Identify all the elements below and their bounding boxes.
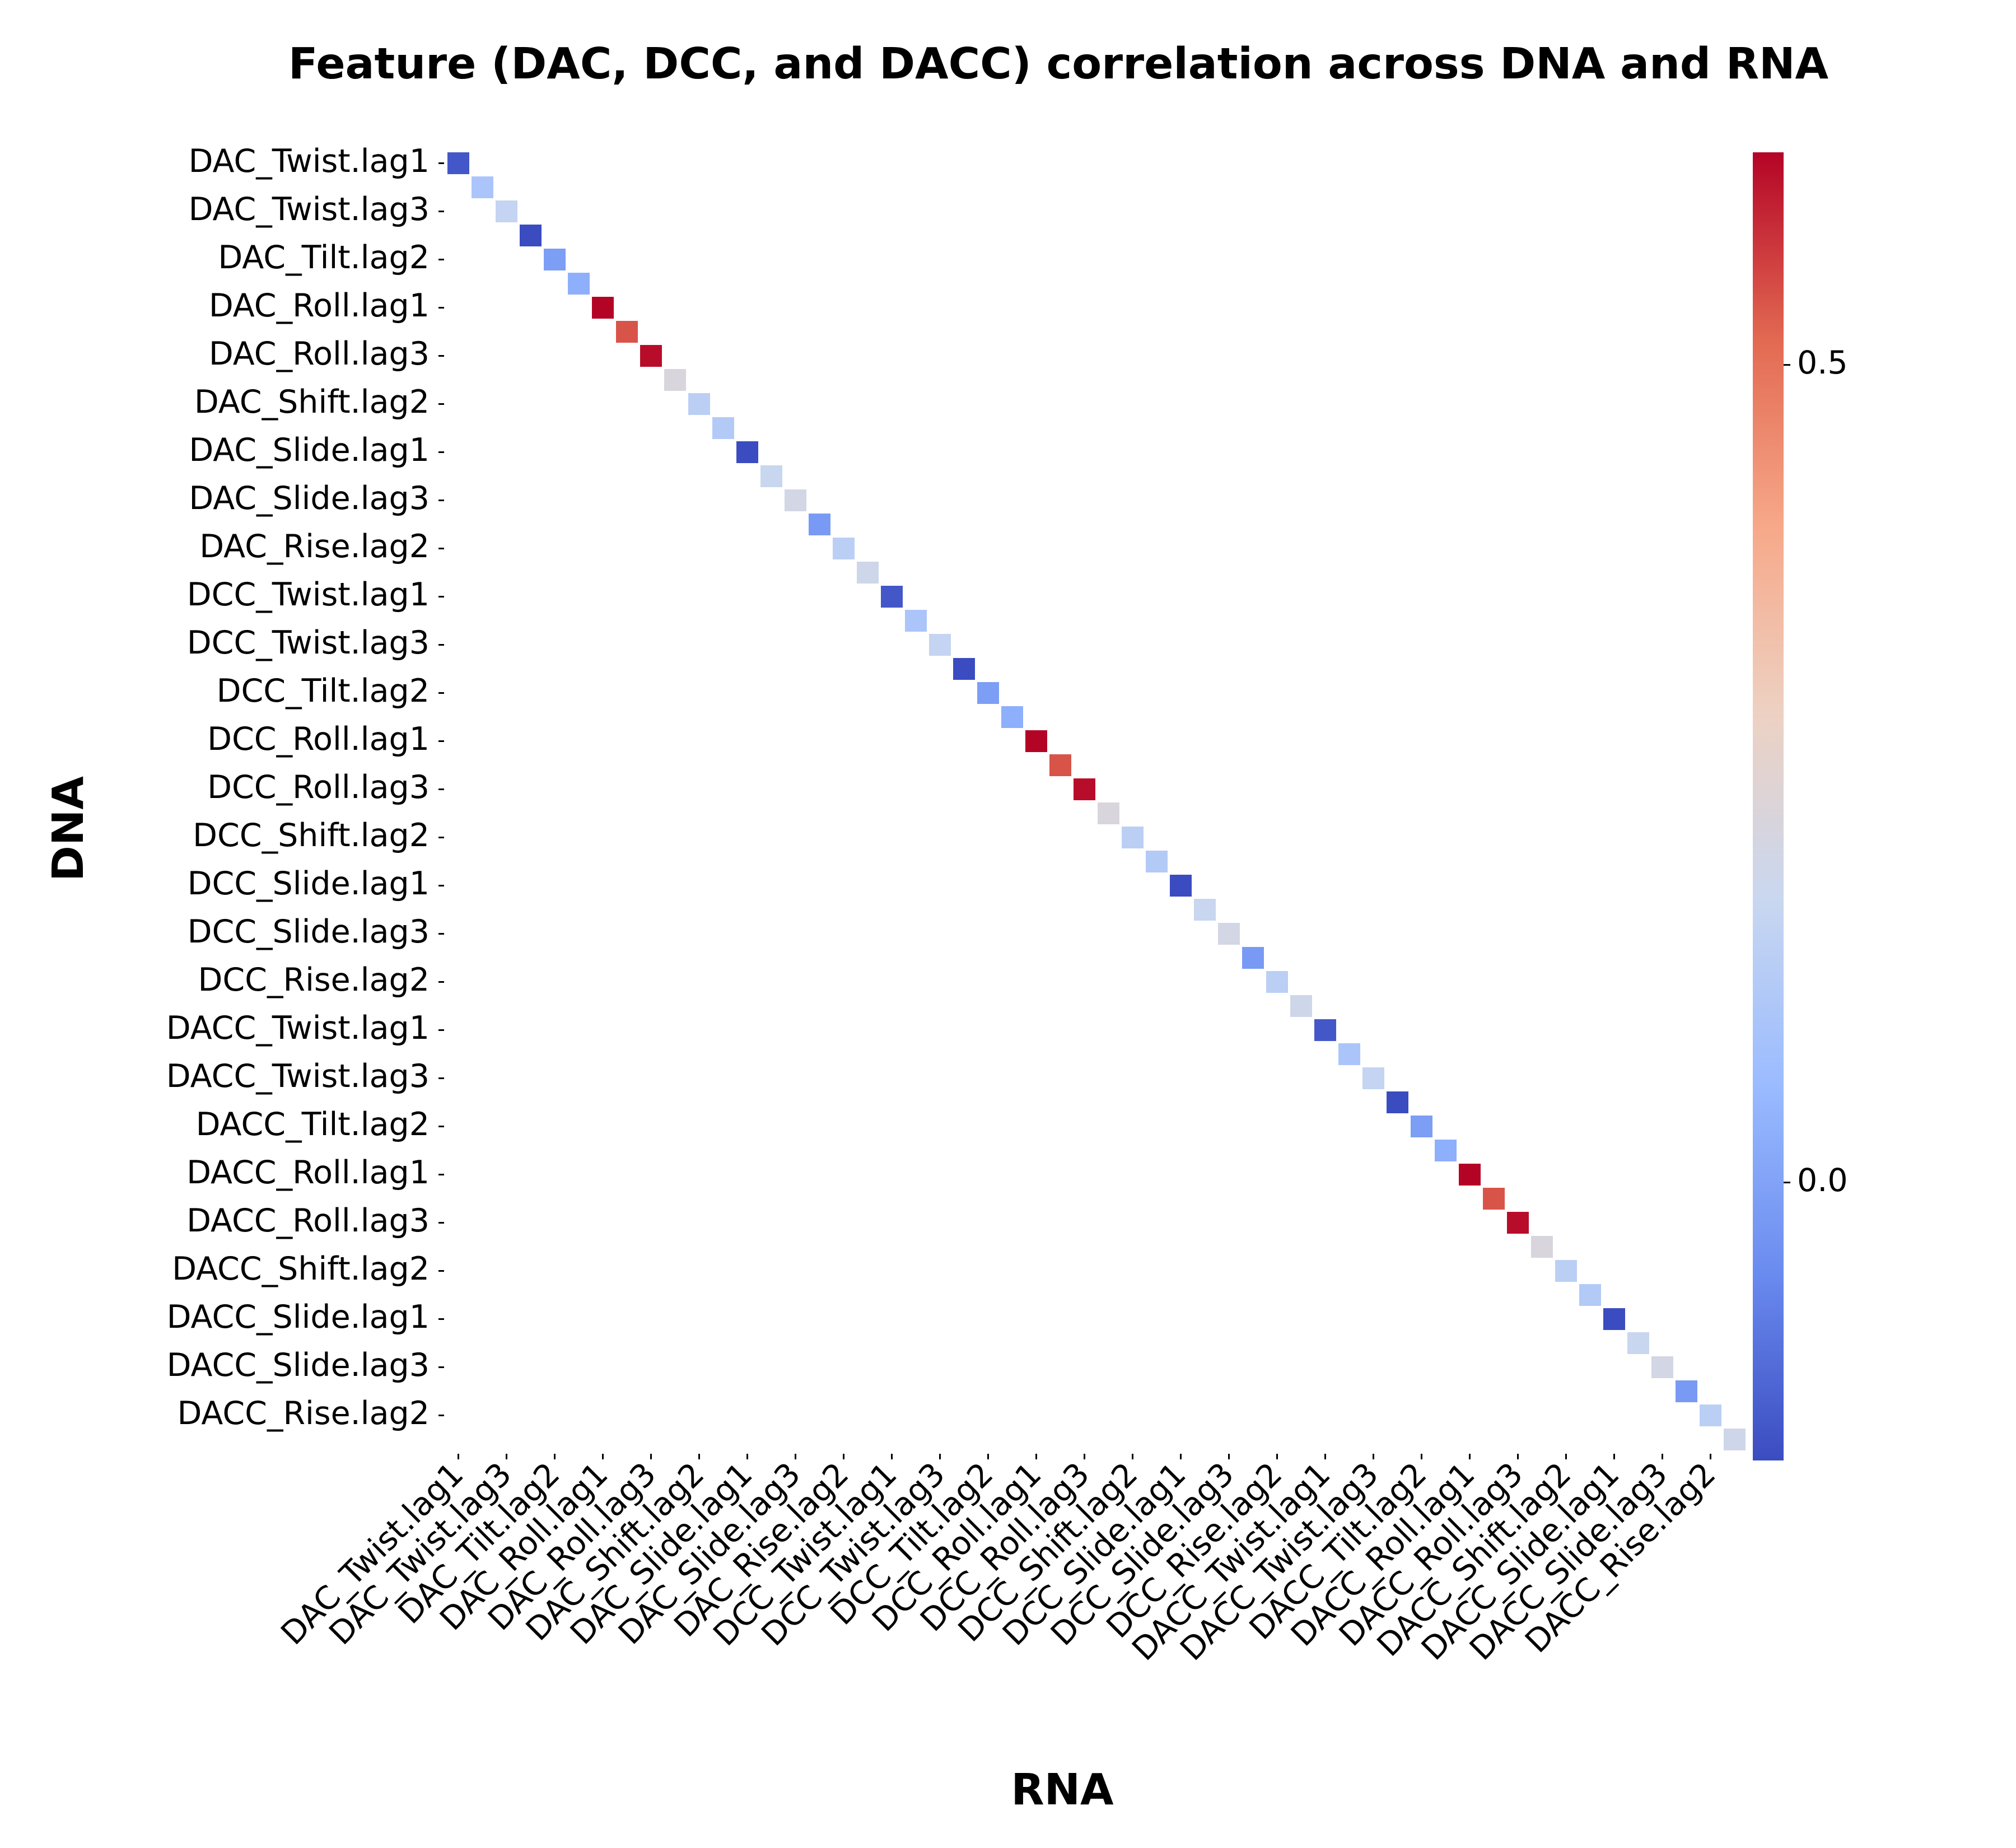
y-tick-label: DAC_Rise.lag2	[199, 528, 430, 565]
heatmap-cell	[736, 441, 758, 463]
heatmap-cell	[1555, 1260, 1577, 1282]
y-tick-label: DAC_Twist.lag1	[189, 143, 430, 180]
heatmap-cell	[544, 249, 566, 270]
heatmap-cell	[1049, 754, 1071, 776]
heatmap-cell	[1242, 947, 1264, 969]
heatmap-cell	[640, 345, 662, 367]
heatmap-cell	[447, 152, 469, 174]
y-tick-label: DACC_Tilt.lag2	[196, 1106, 430, 1143]
heatmap-cell	[1266, 971, 1288, 993]
heatmap-cell	[520, 225, 542, 246]
heatmap-cell	[1700, 1404, 1721, 1426]
y-tick-label: DCC_Rise.lag2	[198, 962, 430, 998]
heatmap-cell	[1025, 730, 1047, 752]
y-tick-label: DAC_Tilt.lag2	[218, 239, 430, 276]
y-tick-label: DACC_Rise.lag2	[177, 1395, 430, 1432]
heatmap-cell	[616, 321, 638, 343]
y-tick-label: DCC_Roll.lag3	[207, 769, 430, 806]
heatmap-cell	[857, 562, 879, 584]
heatmap-cell	[1146, 851, 1168, 872]
heatmap-cell	[977, 682, 999, 704]
heatmap-cell	[1001, 706, 1023, 728]
y-tick-label: DACC_Roll.lag1	[186, 1154, 430, 1191]
colorbar: 0.0 0.5	[1753, 152, 1848, 1460]
heatmap-cell	[809, 514, 830, 535]
y-tick-label: DAC_Roll.lag3	[209, 335, 430, 372]
heatmap-cell	[1194, 899, 1216, 921]
y-tick-label: DCC_Twist.lag3	[187, 624, 430, 661]
heatmap-cell	[1362, 1067, 1384, 1089]
y-tick-label: DAC_Slide.lag3	[189, 480, 430, 517]
heatmap-cell	[1724, 1429, 1746, 1450]
y-tick-label: DCC_Twist.lag1	[187, 576, 430, 613]
colorbar-tick-label: 0.0	[1797, 1162, 1848, 1199]
colorbar-tick-label: 0.5	[1797, 344, 1848, 381]
heatmap-cell	[1579, 1284, 1601, 1306]
heatmap-cell	[833, 538, 855, 559]
heatmap-cell	[472, 176, 493, 198]
heatmap-cell	[1531, 1236, 1553, 1258]
y-tick-label: DAC_Shift.lag2	[194, 384, 430, 421]
y-tick-label: DAC_Roll.lag1	[209, 287, 430, 324]
heatmap-cell	[953, 658, 975, 680]
y-tick-label: DCC_Tilt.lag2	[217, 673, 430, 710]
heatmap-cell	[1314, 1019, 1336, 1041]
heatmap-cell	[1459, 1164, 1481, 1186]
x-axis-label: RNA	[1011, 1765, 1114, 1815]
heatmap-cell	[1507, 1212, 1529, 1234]
heatmap-cell	[688, 393, 710, 415]
heatmap-cell	[568, 273, 590, 295]
heatmap-cell	[1290, 995, 1312, 1017]
heatmap-cell	[592, 297, 614, 319]
heatmap-cell	[1603, 1308, 1625, 1330]
y-tick-label: DACC_Slide.lag3	[167, 1347, 430, 1384]
x-axis: DAC_Twist.lag1DAC_Twist.lag3DAC_Tilt.lag…	[274, 1454, 1723, 1668]
y-tick-label: DCC_Roll.lag1	[207, 721, 430, 758]
heatmap-cell	[1651, 1356, 1673, 1378]
chart-title: Feature (DAC, DCC, and DACC) correlation…	[288, 39, 1829, 89]
heatmap-cell	[1627, 1332, 1649, 1354]
heatmap-cell	[905, 610, 927, 632]
heatmap-cell	[496, 200, 517, 222]
y-axis-label: DNA	[44, 776, 94, 881]
heatmap-cell	[1170, 875, 1192, 897]
y-tick-label: DACC_Slide.lag1	[167, 1299, 430, 1336]
heatmap-cell	[1122, 827, 1144, 848]
y-tick-label: DACC_Roll.lag3	[186, 1202, 430, 1239]
heatmap-cell	[1074, 778, 1095, 800]
y-tick-label: DACC_Shift.lag2	[172, 1250, 430, 1287]
y-tick-label: DAC_Slide.lag1	[189, 432, 430, 469]
heatmap-cell	[712, 417, 734, 439]
y-tick-label: DCC_Slide.lag1	[188, 865, 430, 902]
y-tick-label: DAC_Twist.lag3	[189, 191, 430, 228]
y-tick-label: DACC_Twist.lag3	[166, 1058, 430, 1095]
heatmap-cell	[1483, 1188, 1505, 1210]
heatmap-cell	[1435, 1140, 1457, 1161]
heatmap-cell	[929, 634, 951, 656]
heatmap-cell	[881, 586, 903, 608]
colorbar-gradient	[1753, 152, 1784, 1460]
heatmap-cell	[1387, 1091, 1408, 1113]
heatmap-cells	[447, 152, 1746, 1450]
heatmap-cell	[664, 369, 686, 391]
heatmap-cell	[1218, 923, 1240, 945]
heatmap-cell	[1338, 1043, 1360, 1065]
y-axis: DAC_Twist.lag1 DAC_Twist.lag3 DAC_Tilt.lag…	[166, 143, 444, 1432]
heatmap-cell	[1676, 1380, 1697, 1402]
y-tick-label: DACC_Twist.lag1	[166, 1010, 430, 1047]
heatmap-cell	[760, 465, 782, 487]
heatmap-cell	[785, 489, 806, 511]
heatmap-cell	[1098, 802, 1119, 824]
heatmap-cell	[1411, 1116, 1432, 1137]
y-tick-label: DCC_Shift.lag2	[193, 817, 430, 854]
y-tick-label: DCC_Slide.lag3	[188, 913, 430, 950]
